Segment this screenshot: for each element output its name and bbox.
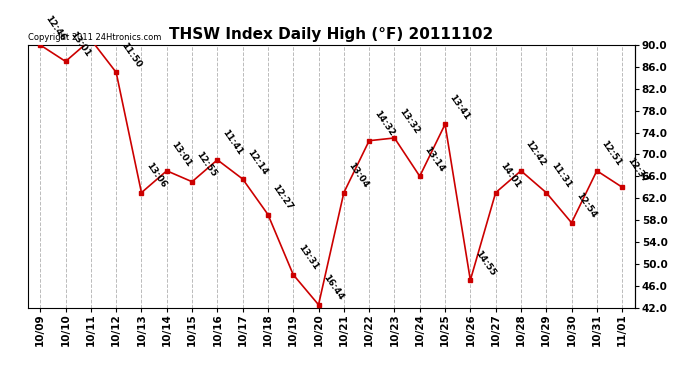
Text: 12:51: 12:51 [600, 140, 624, 168]
Text: 12:46: 12:46 [43, 13, 67, 42]
Text: 12:37: 12:37 [625, 156, 649, 184]
Text: 12:31: 12:31 [0, 374, 1, 375]
Title: THSW Index Daily High (°F) 20111102: THSW Index Daily High (°F) 20111102 [169, 27, 493, 42]
Text: 12:42: 12:42 [524, 139, 548, 168]
Text: 13:32: 13:32 [397, 106, 421, 135]
Text: 13:04: 13:04 [346, 161, 371, 190]
Text: 11:41: 11:41 [220, 128, 244, 157]
Text: 13:06: 13:06 [144, 161, 168, 190]
Text: 14:32: 14:32 [372, 109, 396, 138]
Text: 12:55: 12:55 [195, 150, 219, 179]
Text: 13:14: 13:14 [422, 145, 446, 174]
Text: 13:01: 13:01 [68, 30, 92, 58]
Text: 12:27: 12:27 [270, 183, 295, 212]
Text: 13:41: 13:41 [448, 93, 472, 122]
Text: 13:31: 13:31 [296, 243, 320, 272]
Text: 16:44: 16:44 [322, 273, 345, 302]
Text: 14:55: 14:55 [473, 249, 497, 278]
Text: 12:54: 12:54 [574, 191, 598, 220]
Text: 13:01: 13:01 [170, 140, 193, 168]
Text: 14:01: 14:01 [498, 161, 522, 190]
Text: 11:31: 11:31 [549, 161, 573, 190]
Text: 11:50: 11:50 [119, 41, 143, 70]
Text: Copyright 2011 24Htronics.com: Copyright 2011 24Htronics.com [28, 33, 161, 42]
Text: 12:14: 12:14 [246, 147, 269, 176]
